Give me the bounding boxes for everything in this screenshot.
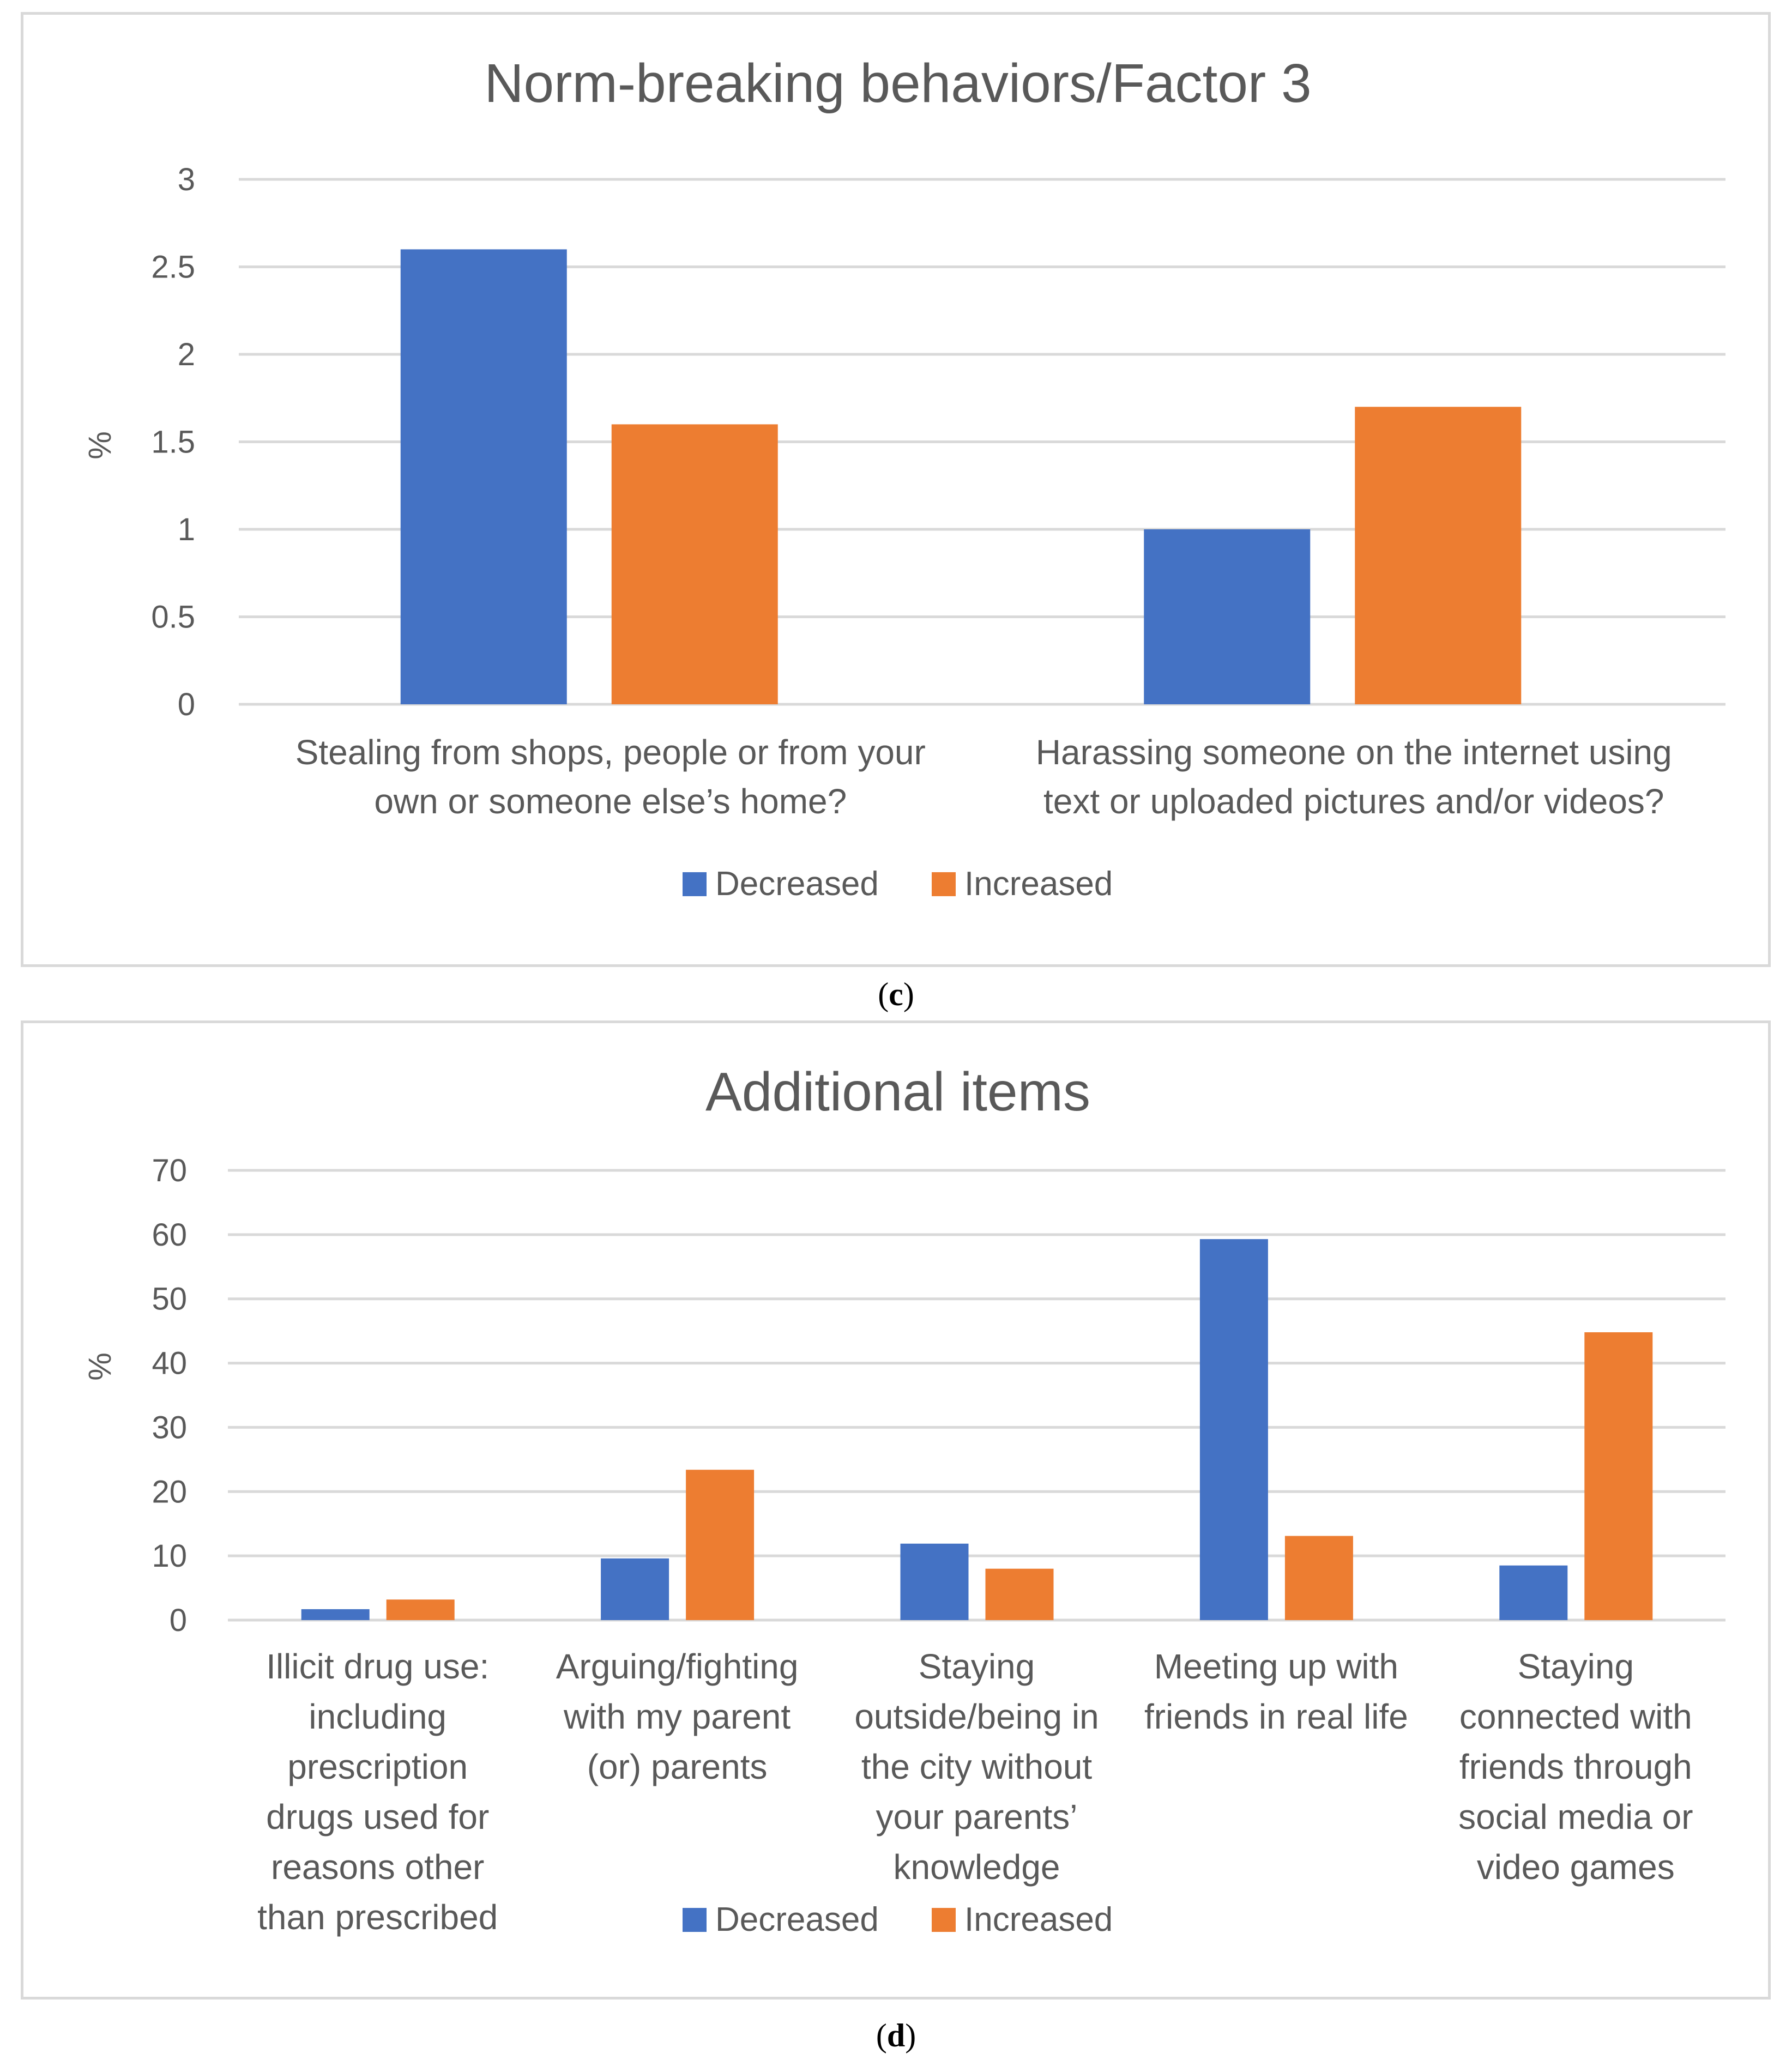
x-category-label: Staying [1518,1647,1634,1686]
y-tick-label: 2.5 [151,250,195,285]
x-category-label: video games [1477,1847,1675,1887]
x-category-label: Illicit drug use: [266,1647,489,1686]
y-tick-label: 0.5 [151,600,195,635]
x-category-label: reasons other [271,1847,484,1887]
x-category-label: connected with [1459,1697,1692,1736]
chart-panel-d: Additional items% 0 10 20 30 40 50 60 70 Illicit … [21,1020,1771,1999]
caption-d: (d) [876,2017,916,2053]
legend-label-increased: Increased [964,865,1113,903]
y-tick-label: 1 [178,512,195,547]
bar-decreased-0 [301,1609,370,1620]
legend-swatch-decreased [683,1908,707,1932]
bar-decreased-1 [1144,529,1311,704]
legend: Decreased Increased [683,865,1113,903]
y-tick-label: 1.5 [151,425,195,460]
chart-panel-c: Norm-breaking behaviors/Factor 3% 0 0.5 1 1.… [21,12,1771,967]
y-tick-label: 70 [152,1153,187,1188]
x-category-label: including [309,1697,447,1736]
chart-title: Norm-breaking behaviors/Factor 3 [484,53,1311,114]
y-tick-label: 30 [152,1410,187,1445]
y-tick-label: 40 [152,1346,187,1381]
legend-label-decreased: Decreased [715,1901,879,1938]
x-category-label: Stealing from shops, people or from your [295,733,926,772]
bar-decreased-3 [1199,1239,1268,1620]
bar-increased-0 [611,424,778,704]
bar-increased-3 [1284,1536,1353,1620]
x-category-label: Meeting up with [1154,1647,1398,1686]
x-category-label: prescription [287,1747,468,1786]
y-tick-label: 0 [170,1603,187,1638]
legend-label-decreased: Decreased [715,865,879,903]
chart-c: Norm-breaking behaviors/Factor 3% 0 0.5 1 1.… [82,53,1725,903]
y-tick-label: 50 [152,1282,187,1317]
x-category-label: Arguing/fighting [556,1647,799,1686]
bar-increased-1 [1355,407,1522,704]
x-category-label: own or someone else’s home? [374,782,847,821]
x-category-label: friends through [1459,1747,1692,1786]
legend-swatch-increased [932,1908,956,1932]
bar-increased-1 [686,1470,755,1620]
x-category-label: (or) parents [587,1747,768,1786]
y-tick-label: 20 [152,1474,187,1509]
x-category-label: your parents’ [876,1797,1078,1837]
legend-swatch-increased [932,872,956,896]
x-category-label: the city without [861,1747,1093,1786]
x-category-label: Staying [919,1647,1035,1686]
x-category-label: with my parent [563,1697,791,1736]
x-category-label: knowledge [894,1847,1060,1887]
bar-decreased-1 [601,1558,669,1620]
x-category-label: Harassing someone on the internet using [1036,733,1672,772]
x-category-label: drugs used for [266,1797,489,1837]
chart-title: Additional items [705,1061,1090,1122]
y-tick-label: 10 [152,1538,187,1574]
bar-increased-2 [985,1568,1054,1620]
x-category-label: friends in real life [1144,1697,1408,1736]
x-category-label: than prescribed [257,1898,498,1937]
legend: Decreased Increased [683,1901,1113,1938]
bar-decreased-2 [900,1543,969,1620]
y-axis-label: % [82,1352,118,1381]
y-tick-label: 3 [178,162,195,197]
legend-label-increased: Increased [964,1901,1113,1938]
x-category-label: social media or [1458,1797,1693,1837]
chart-d: Additional items% 0 10 20 30 40 50 60 70 Illicit … [82,1061,1725,1938]
y-tick-label: 2 [178,337,195,372]
legend-swatch-decreased [683,872,707,896]
y-axis-label: % [82,431,118,460]
y-tick-label: 60 [152,1217,187,1253]
bar-decreased-4 [1499,1565,1568,1620]
bar-decreased-0 [400,249,567,704]
caption-c: (c) [878,976,914,1012]
bar-increased-4 [1584,1332,1653,1620]
x-category-label: outside/being in [854,1697,1099,1736]
bar-increased-0 [386,1599,455,1620]
y-tick-label: 0 [178,687,195,722]
x-category-label: text or uploaded pictures and/or videos? [1043,782,1664,821]
